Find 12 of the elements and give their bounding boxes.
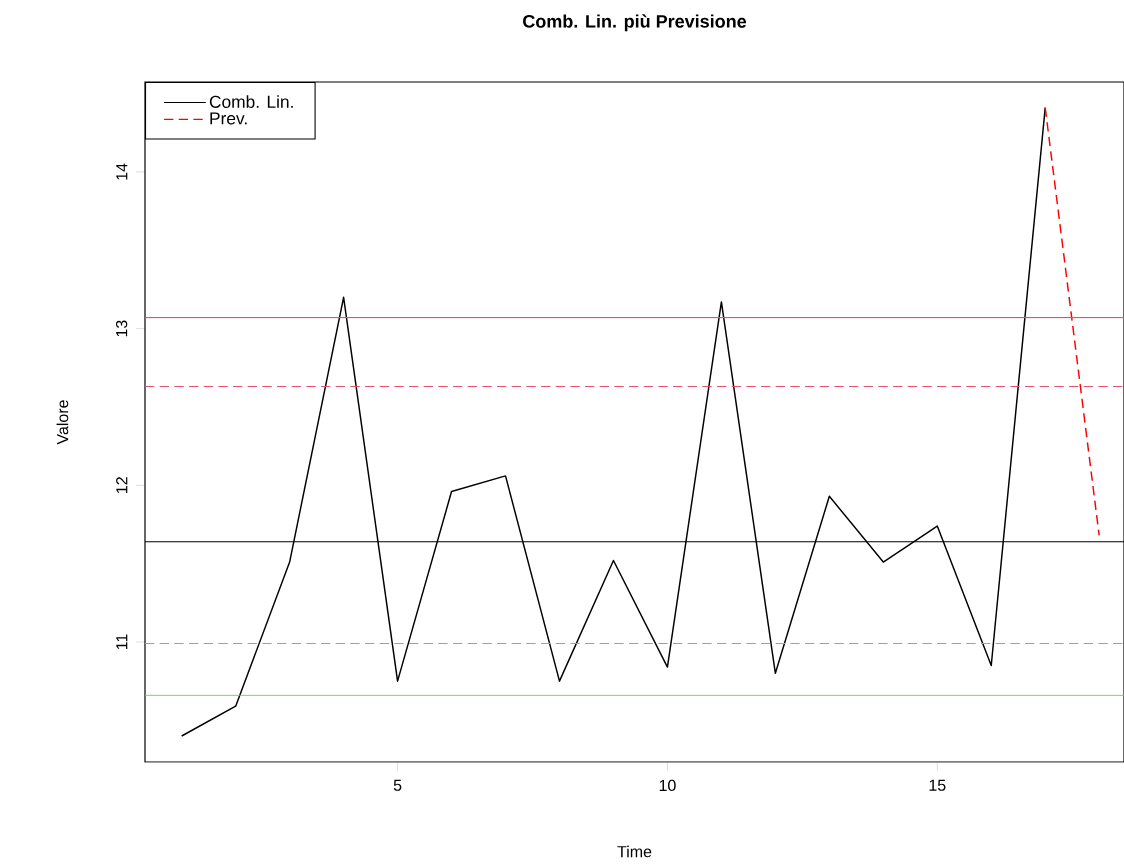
y-tick-label: 12 bbox=[116, 477, 128, 493]
y-axis-title: Valore bbox=[56, 400, 69, 445]
y-tick-label: 13 bbox=[115, 320, 128, 337]
legend-label: Comb. Lin. bbox=[209, 95, 293, 108]
y-tick-label: 14 bbox=[116, 163, 128, 180]
x-tick-label: 15 bbox=[929, 779, 946, 791]
y-tick-label: 11 bbox=[116, 634, 128, 650]
x-axis-title: Time bbox=[617, 845, 652, 858]
legend-label: Prev. bbox=[210, 112, 247, 125]
x-tick-label: 10 bbox=[659, 779, 676, 792]
chart-title: Comb. Lin. più Previsione bbox=[523, 14, 747, 32]
x-tick-label: 5 bbox=[393, 779, 402, 791]
